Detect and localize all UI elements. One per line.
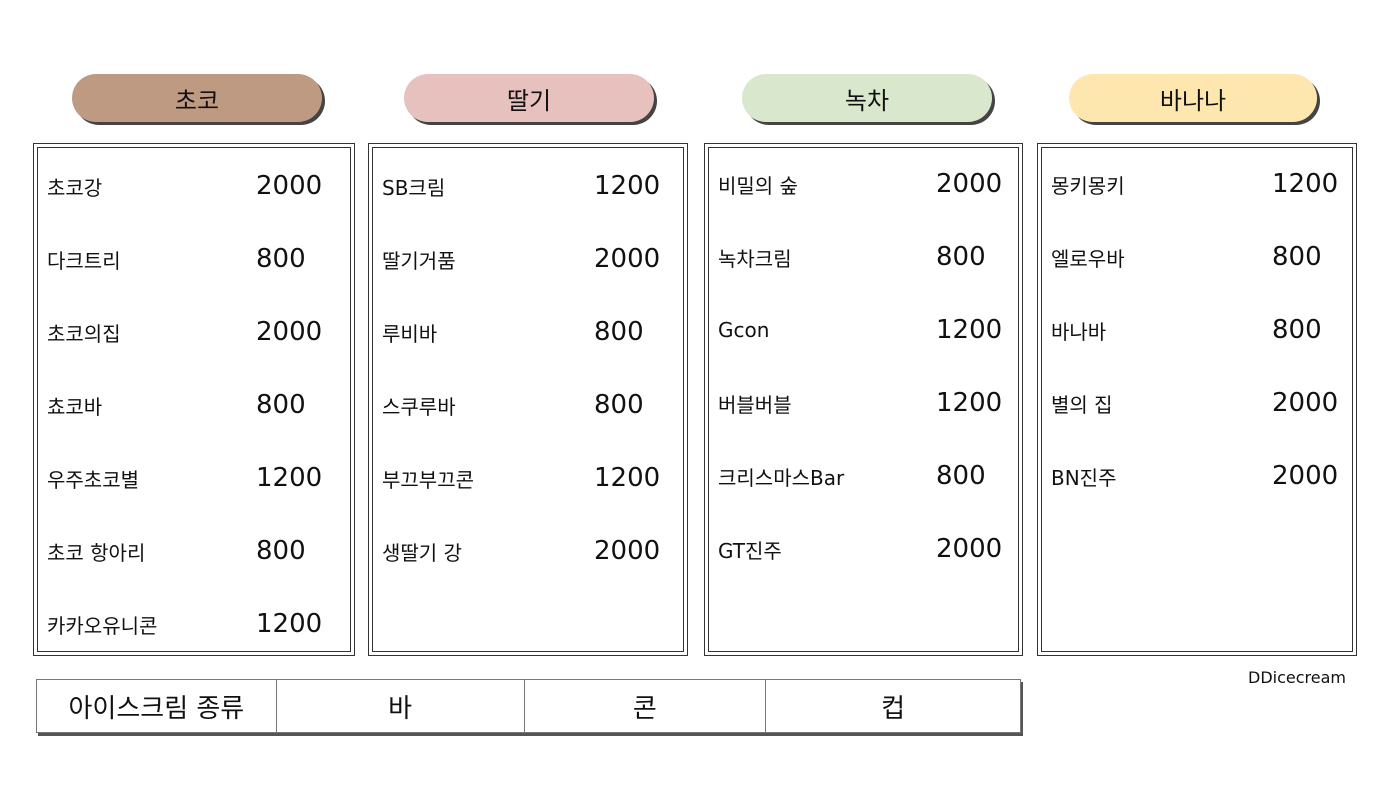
item-name: 비밀의 숲 — [718, 173, 798, 198]
item-name: 다크트리 — [47, 248, 121, 273]
item-name: 크리스마스Bar — [718, 465, 845, 490]
item-name: GT진주 — [718, 538, 782, 563]
category-header-banana: 바나나 — [1069, 74, 1317, 122]
tab-label: 바 — [388, 693, 413, 724]
list-item: 우주초코별 1200 — [38, 461, 350, 495]
item-name: 초코강 — [47, 175, 103, 200]
tab-cone[interactable]: 콘 — [523, 679, 767, 733]
list-item: 초코 항아리 800 — [38, 534, 350, 568]
item-name: 딸기거품 — [382, 248, 456, 273]
item-price: 2000 — [594, 244, 661, 274]
tab-cup[interactable]: 컵 — [765, 679, 1021, 733]
item-price: 2000 — [594, 536, 661, 566]
item-price: 800 — [256, 244, 306, 274]
item-price: 800 — [936, 461, 986, 491]
item-name: 버블버블 — [718, 392, 792, 417]
list-item: 생딸기 강 2000 — [373, 534, 683, 568]
item-name: Gcon — [718, 318, 770, 342]
list-item: 다크트리 800 — [38, 242, 350, 276]
list-item: 쵸코바 800 — [38, 388, 350, 422]
menu-list-inner: 초코강 2000 다크트리 800 초코의집 2000 쵸코바 800 우주초코별 120… — [37, 147, 351, 652]
tab-label: 콘 — [632, 693, 657, 724]
item-price: 2000 — [256, 317, 323, 347]
item-price: 1200 — [256, 609, 323, 639]
item-name: 엘로우바 — [1051, 246, 1125, 271]
item-price: 800 — [1272, 315, 1322, 345]
brand-label: DDicecream — [1248, 668, 1346, 687]
item-name: 부끄부끄콘 — [382, 467, 474, 492]
list-item: BN진주 2000 — [1042, 459, 1352, 493]
item-name: 스쿠루바 — [382, 394, 456, 419]
category-title: 바나나 — [1159, 86, 1227, 115]
item-price: 800 — [256, 536, 306, 566]
list-item: 카카오유니콘 1200 — [38, 607, 350, 641]
category-header-strawberry: 딸기 — [404, 74, 654, 122]
item-name: 녹차크림 — [718, 246, 792, 271]
list-item: 크리스마스Bar 800 — [709, 459, 1018, 493]
item-name: 루비바 — [382, 321, 438, 346]
menu-list-inner: 몽키몽키 1200 엘로우바 800 바나바 800 별의 집 2000 BN진주 200… — [1041, 147, 1353, 652]
category-title: 녹차 — [844, 86, 890, 115]
item-name: SB크림 — [382, 175, 446, 200]
list-item: 별의 집 2000 — [1042, 386, 1352, 420]
item-price: 800 — [936, 242, 986, 272]
item-price: 2000 — [256, 171, 323, 201]
item-price: 1200 — [1272, 169, 1339, 199]
category-header-choco: 초코 — [72, 74, 322, 122]
tab-icecream-type: 아이스크림 종류 — [36, 679, 277, 733]
list-item: 비밀의 숲 2000 — [709, 167, 1018, 201]
item-price: 800 — [1272, 242, 1322, 272]
tab-bar[interactable]: 바 — [275, 679, 525, 733]
list-item: 루비바 800 — [373, 315, 683, 349]
item-name: 몽키몽키 — [1051, 173, 1125, 198]
menu-list-strawberry: SB크림 1200 딸기거품 2000 루비바 800 스쿠루바 800 부끄부끄콘 12… — [368, 143, 688, 656]
item-price: 2000 — [1272, 461, 1339, 491]
list-item: 바나바 800 — [1042, 313, 1352, 347]
item-price: 1200 — [256, 463, 323, 493]
list-item: 몽키몽키 1200 — [1042, 167, 1352, 201]
item-price: 800 — [594, 317, 644, 347]
tab-label: 아이스크림 종류 — [68, 693, 245, 724]
menu-list-choco: 초코강 2000 다크트리 800 초코의집 2000 쵸코바 800 우주초코별 120… — [33, 143, 355, 656]
item-price: 1200 — [594, 171, 661, 201]
item-name: 카카오유니콘 — [47, 613, 158, 638]
item-name: 초코 항아리 — [47, 540, 146, 565]
list-item: Gcon 1200 — [709, 313, 1018, 347]
list-item: SB크림 1200 — [373, 169, 683, 203]
list-item: 부끄부끄콘 1200 — [373, 461, 683, 495]
menu-list-inner: SB크림 1200 딸기거품 2000 루비바 800 스쿠루바 800 부끄부끄콘 12… — [372, 147, 684, 652]
item-name: 우주초코별 — [47, 467, 139, 492]
item-name: 쵸코바 — [47, 394, 103, 419]
list-item: 녹차크림 800 — [709, 240, 1018, 274]
list-item: 엘로우바 800 — [1042, 240, 1352, 274]
item-price: 800 — [256, 390, 306, 420]
list-item: 딸기거품 2000 — [373, 242, 683, 276]
menu-list-inner: 비밀의 숲 2000 녹차크림 800 Gcon 1200 버블버블 1200 크리스마… — [708, 147, 1019, 652]
list-item: 버블버블 1200 — [709, 386, 1018, 420]
list-item: 스쿠루바 800 — [373, 388, 683, 422]
type-tab-bar: 아이스크림 종류 바 콘 컵 — [36, 679, 1021, 733]
tab-label: 컵 — [881, 693, 906, 724]
item-price: 1200 — [936, 388, 1003, 418]
item-name: 생딸기 강 — [382, 540, 462, 565]
item-name: BN진주 — [1051, 465, 1117, 490]
list-item: 초코의집 2000 — [38, 315, 350, 349]
item-price: 2000 — [1272, 388, 1339, 418]
item-price: 1200 — [936, 315, 1003, 345]
item-price: 2000 — [936, 534, 1003, 564]
item-price: 800 — [594, 390, 644, 420]
item-price: 1200 — [594, 463, 661, 493]
item-name: 초코의집 — [47, 321, 121, 346]
category-header-greentea: 녹차 — [742, 74, 992, 122]
list-item: GT진주 2000 — [709, 532, 1018, 566]
menu-list-banana: 몽키몽키 1200 엘로우바 800 바나바 800 별의 집 2000 BN진주 200… — [1037, 143, 1357, 656]
category-title: 초코 — [174, 86, 220, 115]
category-title: 딸기 — [506, 86, 552, 115]
list-item: 초코강 2000 — [38, 169, 350, 203]
item-price: 2000 — [936, 169, 1003, 199]
item-name: 별의 집 — [1051, 392, 1113, 417]
item-name: 바나바 — [1051, 319, 1107, 344]
menu-list-greentea: 비밀의 숲 2000 녹차크림 800 Gcon 1200 버블버블 1200 크리스마… — [704, 143, 1023, 656]
